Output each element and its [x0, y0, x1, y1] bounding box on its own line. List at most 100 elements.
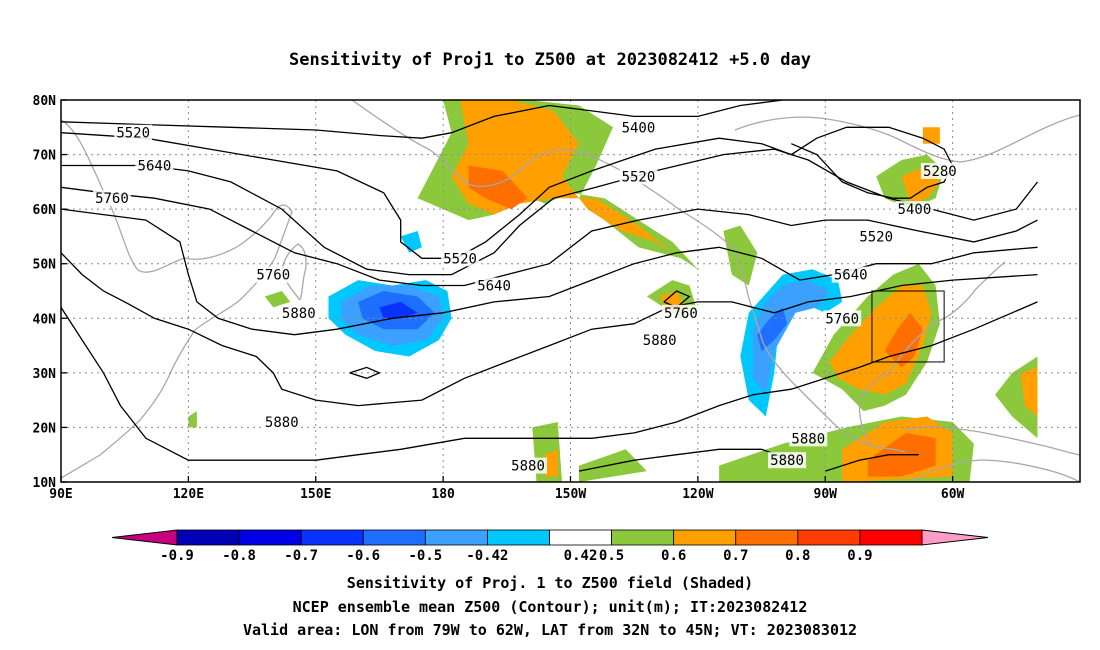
contour-label-group: 5880: [789, 430, 828, 447]
contour-label-group: 5400: [619, 119, 658, 136]
shading-region-16: [884, 312, 923, 368]
shading-region-7: [757, 307, 787, 351]
contour-label-group: 5880: [279, 304, 318, 322]
lon-label: 120W: [682, 487, 713, 502]
contour-label-group: 5640: [475, 277, 514, 295]
shading-region-1: [400, 231, 422, 253]
colorbar-swatch: [300, 529, 364, 546]
contour-label-group: 5880: [640, 332, 679, 349]
contour-label: 5280: [923, 164, 957, 180]
colorbar-label: -0.42: [466, 548, 508, 564]
colorbar-label: 0.42: [564, 548, 598, 564]
contour-label: 5760: [825, 311, 859, 327]
contour-label-group: 5760: [92, 190, 131, 207]
colorbar-swatch: [238, 529, 302, 546]
lon-label: 60W: [941, 487, 965, 502]
contour-label-group: 5880: [262, 413, 301, 431]
contour-line-1: [61, 126, 954, 259]
colorbar-label: -0.7: [284, 548, 318, 564]
contour-label: 5400: [898, 202, 932, 218]
lat-label: 60N: [33, 203, 57, 218]
figure-title: Sensitivity of Proj1 to Z500 at 20230824…: [289, 50, 811, 70]
lat-label: 50N: [33, 258, 57, 273]
contour-label-group: 5880: [509, 457, 548, 475]
colorbar-label: -0.6: [346, 548, 380, 564]
lat-label: 80N: [33, 94, 57, 109]
lat-label: 30N: [33, 367, 57, 382]
contour-label: 5880: [265, 415, 299, 431]
contour-label-bg: [441, 250, 480, 267]
lat-label: 20N: [33, 421, 57, 436]
valid-area-box: [871, 290, 945, 363]
contour-label: 5880: [791, 431, 825, 447]
lon-label: 90W: [814, 487, 838, 502]
lon-label: 90E: [49, 487, 72, 502]
contour-label: 5760: [256, 268, 290, 284]
contour-label: 5520: [116, 126, 150, 142]
contour-line-9: [349, 366, 382, 379]
colorbar-swatch: [611, 529, 675, 546]
contour-label-bg: [857, 228, 896, 245]
contour-label: 5760: [664, 306, 698, 322]
contour-label-bg: [114, 124, 153, 141]
colorbar-label: 0.8: [785, 548, 810, 564]
shading-region-27: [1020, 367, 1038, 417]
contour-label-group: 5760: [661, 304, 700, 322]
contour-label-group: 5640: [831, 266, 870, 284]
contour-label-bg: [619, 119, 658, 136]
contour-line-2: [61, 148, 1039, 276]
contour-label: 5880: [643, 333, 677, 349]
shading-region-24: [545, 449, 558, 477]
contour-label: 5640: [477, 279, 511, 295]
colorbar-swatch: [424, 529, 488, 546]
contour-label: 5640: [138, 158, 172, 174]
contour-label-group: 5520: [857, 228, 896, 245]
lat-label: 70N: [33, 149, 57, 164]
contour-line-0: [61, 100, 783, 139]
colorbar-label: 0.7: [723, 548, 748, 564]
contour-label-bg: [661, 304, 700, 321]
contour-label-group: 5280: [920, 162, 959, 180]
shading-region-4: [379, 301, 418, 319]
shading-region-6: [753, 280, 830, 395]
colorbar-label: 0.6: [661, 548, 686, 564]
shading-region-19: [922, 127, 940, 144]
shading-region-29: [188, 411, 197, 428]
contour-label-group: 5520: [114, 124, 153, 142]
colorbar-swatch: [797, 529, 861, 546]
contour-label-bg: [920, 162, 959, 179]
contour-label-group: 5520: [619, 168, 658, 185]
coastline-north-america-east: [858, 261, 1006, 446]
contour-label-bg: [135, 157, 174, 174]
contour-label-bg: [262, 413, 301, 430]
colorbar-swatch: [859, 529, 923, 546]
contour-label-bg: [279, 304, 318, 321]
coastline-canada-arctic: [734, 114, 1080, 163]
colorbar-label: 0.5: [599, 548, 624, 564]
contour-label: 5520: [859, 229, 893, 245]
contour-label-bg: [509, 457, 548, 474]
caption-line-1: Sensitivity of Proj. 1 to Z500 field (Sh…: [346, 574, 754, 592]
contour-label: 5760: [95, 191, 129, 207]
shading-region-25: [579, 449, 647, 482]
contour-label-group: 5400: [895, 201, 934, 218]
colorbar-arrow-low: [111, 529, 178, 546]
shading-region-12: [468, 165, 528, 210]
contour-line-5: [61, 252, 1038, 407]
contour-label-bg: [789, 430, 828, 447]
contour-label: 5880: [770, 453, 804, 469]
shading-region-28: [264, 291, 291, 308]
contour-label-bg: [895, 201, 934, 218]
contour-label: 5520: [443, 251, 477, 267]
contour-label-bg: [640, 332, 679, 349]
shading-region-9: [723, 225, 758, 286]
contour-line-8: [578, 448, 792, 472]
caption-line-3: Valid area: LON from 79W to 62W, LAT fro…: [242, 621, 858, 639]
colorbar-swatch: [735, 529, 799, 546]
lat-label: 10N: [33, 476, 57, 491]
contour-label: 5880: [282, 306, 316, 322]
colorbar-label: -0.9: [160, 548, 194, 564]
contour-line-3: [61, 186, 1038, 287]
